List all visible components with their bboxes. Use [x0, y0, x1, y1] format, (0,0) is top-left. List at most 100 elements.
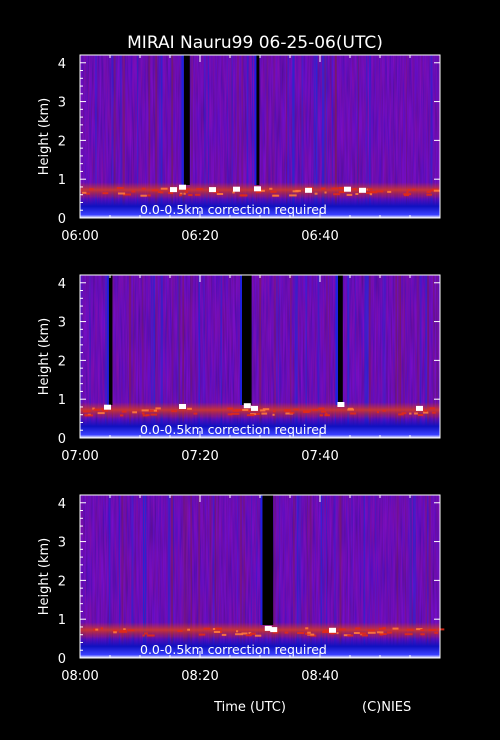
x-tick-label: 07:00: [61, 449, 98, 464]
profile-streak: [178, 275, 180, 438]
cloud-speckle: [187, 628, 190, 631]
cloud-speckle: [151, 189, 159, 192]
profile-streak: [409, 495, 412, 658]
profile-streak: [405, 495, 407, 658]
profile-streak: [279, 275, 281, 438]
bright-return: [233, 186, 240, 192]
cloud-speckle: [333, 193, 341, 196]
profile-streak: [417, 275, 420, 438]
x-tick-label: 06:20: [181, 229, 218, 244]
y-tick-label: 4: [58, 57, 66, 72]
bright-return: [264, 625, 272, 631]
profile-streak: [111, 55, 113, 218]
cloud-speckle: [231, 412, 240, 415]
cloud-speckle: [239, 194, 248, 197]
cloud-speckle: [85, 414, 93, 417]
cloud-speckle: [218, 631, 222, 633]
profile-streak: [339, 495, 342, 658]
profile-streak: [324, 55, 326, 218]
profile-streak: [148, 55, 151, 218]
y-tick-label: 2: [58, 574, 66, 589]
profile-streak: [399, 275, 401, 438]
cloud-speckle: [227, 407, 234, 410]
cloud-speckle: [305, 627, 309, 630]
profile-streak: [321, 55, 324, 218]
profile-streak: [365, 55, 368, 218]
cloud-speckle: [102, 192, 109, 195]
profile-streak: [427, 495, 428, 658]
cloud-speckle: [346, 193, 353, 196]
profile-streak: [365, 275, 367, 438]
cloud-speckle: [188, 194, 193, 196]
cloud-speckle: [432, 411, 436, 414]
profile-streak: [114, 55, 116, 218]
gap-edge: [106, 275, 109, 405]
profile-streak: [363, 495, 366, 658]
cloud-speckle: [193, 412, 198, 415]
cloud-speckle: [221, 633, 227, 636]
lidar-panel-3: 0.0-0.5km correction required 0 1 2 3 4 Height…: [37, 494, 445, 684]
profile-streak: [366, 275, 369, 438]
cloud-speckle: [353, 632, 360, 634]
cloud-speckle: [338, 628, 346, 631]
cloud-speckle: [365, 192, 372, 194]
cloud-speckle: [428, 629, 437, 631]
profile-streak: [396, 495, 399, 658]
profile-streak: [315, 55, 318, 218]
cloud-speckle: [160, 191, 164, 194]
lidar-panel-2: 0.0-0.5km correction required 0 1 2 3 4 Height…: [37, 274, 441, 464]
cloud-speckle: [253, 632, 256, 635]
cloud-speckle: [392, 627, 399, 630]
profile-streak: [296, 275, 298, 438]
cloud-speckle: [183, 192, 186, 195]
y-tick-label: 1: [58, 613, 66, 628]
cloud-speckle: [321, 187, 326, 190]
cloud-speckle: [403, 193, 412, 196]
profile-streak: [144, 495, 147, 658]
cloud-speckle: [338, 191, 345, 193]
cloud-speckle: [97, 412, 105, 415]
bright-return: [344, 186, 351, 192]
cloud-speckle: [179, 194, 182, 197]
cloud-speckle: [227, 413, 233, 416]
y-tick-label: 4: [58, 497, 66, 512]
cloud-speckle: [144, 632, 148, 635]
cloud-speckle: [270, 190, 277, 193]
profile-streak: [190, 495, 192, 658]
cloud-speckle: [236, 630, 239, 633]
cloud-speckle: [324, 414, 330, 417]
profile-streak: [227, 55, 228, 218]
cloud-speckle: [318, 407, 324, 410]
cloud-speckle: [431, 188, 438, 191]
bright-return: [104, 404, 111, 410]
cloud-speckle: [319, 414, 323, 417]
cloud-speckle: [232, 191, 235, 194]
profile-streak: [153, 275, 156, 438]
cloud-speckle: [116, 187, 124, 190]
profile-streak: [295, 275, 297, 438]
profile-streak: [375, 495, 376, 658]
profile-streak: [300, 55, 302, 218]
profile-streak: [160, 275, 163, 438]
profile-streak: [108, 495, 111, 658]
profile-streak: [122, 55, 125, 218]
cloud-speckle: [303, 411, 310, 413]
cloud-speckle: [146, 414, 150, 417]
cloud-speckle: [438, 628, 445, 631]
data-gap: [183, 55, 190, 185]
cloud-speckle: [409, 412, 412, 415]
cloud-speckle: [255, 412, 260, 415]
profile-streak: [214, 495, 217, 658]
cloud-speckle: [101, 407, 104, 410]
cloud-speckle: [254, 634, 262, 637]
cloud-speckle: [248, 632, 252, 634]
profile-streak: [171, 275, 174, 438]
profile-streak: [274, 495, 276, 658]
cloud-speckle: [292, 190, 299, 193]
cloud-speckle: [307, 631, 311, 634]
bright-return: [305, 187, 312, 193]
lidar-panel-1: 0.0-0.5km correction required 0 1 2 3 4 Height…: [37, 54, 441, 244]
profile-streak: [184, 495, 186, 658]
cloud-speckle: [370, 191, 375, 193]
cloud-speckle: [272, 194, 280, 197]
